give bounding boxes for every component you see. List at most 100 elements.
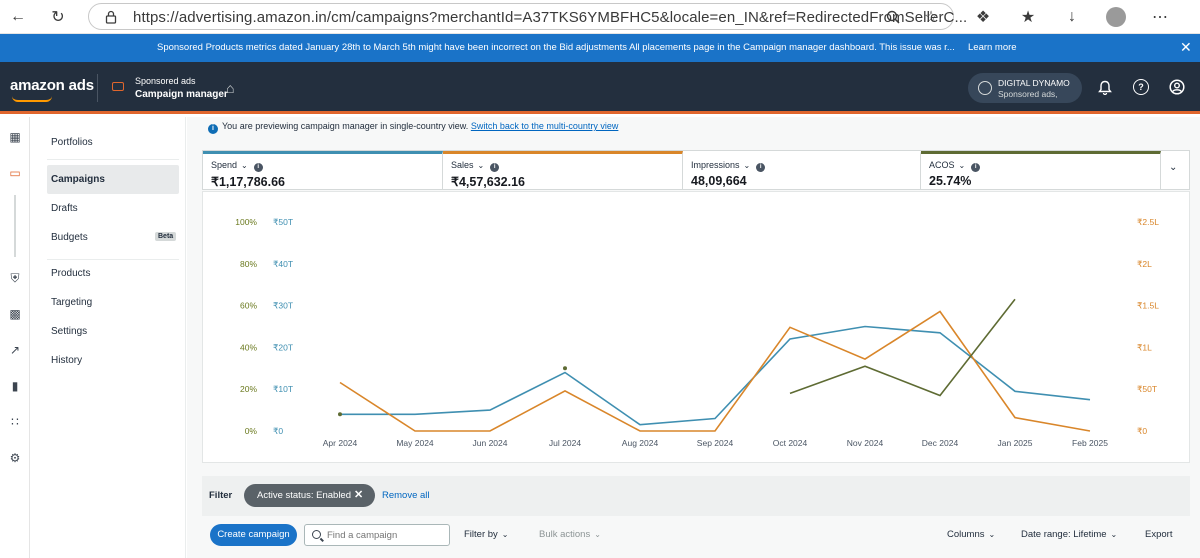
media-icon[interactable]: ▩ <box>9 307 21 321</box>
chevron-down-icon[interactable]: ⌄ <box>1169 162 1178 173</box>
site-info-icon[interactable] <box>101 7 121 27</box>
help-icon[interactable]: ? <box>1133 79 1149 95</box>
metric-value: 48,09,664 <box>691 174 747 188</box>
search-input[interactable] <box>327 528 445 543</box>
nav-divider <box>47 159 179 160</box>
filter-label: Filter <box>209 490 233 501</box>
x-tick-label: Nov 2024 <box>847 438 884 448</box>
bell-icon[interactable] <box>1097 79 1113 95</box>
announcement-banner: Sponsored Products metrics dated January… <box>0 34 1200 62</box>
sidebar-item-campaigns[interactable]: Campaigns <box>47 165 179 194</box>
preview-notice: i You are previewing campaign manager in … <box>208 121 618 134</box>
date-range-dropdown[interactable]: Date range: Lifetime ⌄ <box>1021 529 1118 540</box>
wallet-icon <box>112 82 124 91</box>
bookmark-star-icon[interactable]: ☆ <box>923 9 939 26</box>
x-tick-label: Sep 2024 <box>697 438 734 448</box>
profile-avatar[interactable] <box>1106 7 1126 27</box>
remove-all-link[interactable]: Remove all <box>382 490 430 501</box>
y-axis-spend-label: ₹50T <box>273 217 293 227</box>
icon-rail: ▦ ▭ ⛨ ▩ ↗ ▮ ∷ ⚙ <box>0 117 30 558</box>
trend-icon[interactable]: ↗ <box>9 343 21 357</box>
back-arrow-icon[interactable]: ← <box>10 8 26 25</box>
export-button[interactable]: Export <box>1145 529 1173 540</box>
y-axis-spend-label: ₹20T <box>273 342 293 352</box>
metric-value: 25.74% <box>929 174 972 188</box>
nav-divider <box>47 259 179 260</box>
metric-acos[interactable]: ACOS ⌄ i 25.74% <box>921 151 1161 189</box>
y-axis-sales-label: ₹1.5L <box>1137 301 1159 311</box>
address-bar[interactable]: https://advertising.amazon.in/cm/campaig… <box>88 3 967 30</box>
zoom-icon[interactable] <box>883 7 903 27</box>
account-name: DIGITAL DYNAMO <box>998 78 1070 88</box>
series-line-spend <box>340 325 1091 426</box>
shield-icon[interactable]: ⛨ <box>10 270 20 285</box>
x-tick-label: May 2024 <box>396 438 434 448</box>
app-header: amazon ads Sponsored ads Campaign manage… <box>0 62 1200 114</box>
series-point-acos <box>338 412 342 417</box>
filter-by-dropdown[interactable]: Filter by ⌄ <box>464 529 509 540</box>
globe-icon <box>978 81 992 95</box>
filter-chip-text: Active status: Enabled <box>257 490 351 501</box>
logo-smile-icon <box>12 96 52 102</box>
y-axis-pct-label: 40% <box>240 342 257 352</box>
close-icon[interactable]: ✕ <box>354 489 364 501</box>
columns-dropdown[interactable]: Columns ⌄ <box>947 529 996 540</box>
create-campaign-button[interactable]: Create campaign <box>210 524 297 546</box>
sidebar-item-settings[interactable]: Settings <box>51 326 88 337</box>
x-tick-label: Aug 2024 <box>622 438 659 448</box>
x-tick-label: Jul 2024 <box>549 438 581 448</box>
wallet-icon[interactable]: ▭ <box>9 166 21 180</box>
extensions-icon[interactable]: ❖ <box>975 9 991 26</box>
metric-value: ₹1,17,786.66 <box>211 175 285 189</box>
gear-icon[interactable]: ⚙ <box>9 451 21 465</box>
preview-text: You are previewing campaign manager in s… <box>222 121 469 131</box>
y-axis-sales-label: ₹50T <box>1137 384 1157 394</box>
sidebar-item-targeting[interactable]: Targeting <box>51 297 93 308</box>
grid-icon[interactable]: ▦ <box>9 130 21 144</box>
reload-icon[interactable]: ↻ <box>51 9 65 26</box>
bar-chart-icon[interactable]: ▮ <box>11 379 19 393</box>
y-axis-pct-label: 60% <box>240 301 257 311</box>
metric-sales[interactable]: Sales ⌄ i ₹4,57,632.16 <box>443 151 683 189</box>
beta-badge: Beta <box>155 232 177 241</box>
favorites-icon[interactable]: ★ <box>1020 9 1036 26</box>
x-tick-label: Dec 2024 <box>922 438 959 448</box>
active-status-filter[interactable]: Active status: Enabled ✕ <box>244 484 375 507</box>
y-axis-sales-label: ₹1L <box>1137 342 1152 352</box>
metric-impressions[interactable]: Impressions ⌄ i 48,09,664 <box>683 151 921 189</box>
multi-country-link[interactable]: Switch back to the multi-country view <box>470 121 619 131</box>
sidebar-item-portfolios[interactable]: Portfolios <box>51 137 93 148</box>
y-axis-pct-label: 100% <box>235 217 257 227</box>
x-tick-label: Jun 2024 <box>473 438 508 448</box>
amazon-ads-logo[interactable]: amazon ads <box>10 77 94 94</box>
series-line-acos <box>789 298 1016 397</box>
search-icon <box>312 530 321 539</box>
y-axis-spend-label: ₹0 <box>273 426 283 436</box>
metric-label: ACOS ⌄ i <box>929 160 981 172</box>
bulk-actions-dropdown[interactable]: Bulk actions ⌄ <box>539 529 601 540</box>
apps-grid-icon[interactable]: ∷ <box>11 415 19 429</box>
metric-spend[interactable]: Spend ⌄ i ₹1,17,786.66 <box>203 151 443 189</box>
account-switcher[interactable]: DIGITAL DYNAMO Sponsored ads, <box>968 73 1082 103</box>
x-tick-label: Oct 2024 <box>773 438 808 448</box>
sidebar-item-history[interactable]: History <box>51 355 83 366</box>
user-icon[interactable] <box>1169 79 1185 95</box>
product-label: Sponsored ads <box>135 76 196 86</box>
page-title: Campaign manager <box>135 89 228 100</box>
account-sub: Sponsored ads, <box>998 89 1058 99</box>
home-icon[interactable]: ⌂ <box>226 80 235 96</box>
y-axis-pct-label: 20% <box>240 384 257 394</box>
sidebar-item-drafts[interactable]: Drafts <box>51 203 78 214</box>
close-icon[interactable]: ✕ <box>1180 39 1192 55</box>
y-axis-sales-label: ₹2L <box>1137 259 1152 269</box>
learn-more-link[interactable]: Learn more <box>968 42 1017 53</box>
header-divider <box>97 74 98 102</box>
sidebar-item-budgets[interactable]: Budgets <box>51 232 88 243</box>
download-icon[interactable]: ↓ <box>1068 8 1076 25</box>
metric-label: Spend ⌄ i <box>211 160 263 172</box>
sidebar-item-products[interactable]: Products <box>51 268 91 279</box>
search-box[interactable] <box>304 524 450 546</box>
more-menu-icon[interactable]: ⋯ <box>1152 9 1168 26</box>
series-point-acos <box>563 366 567 371</box>
rail-divider <box>14 195 16 257</box>
